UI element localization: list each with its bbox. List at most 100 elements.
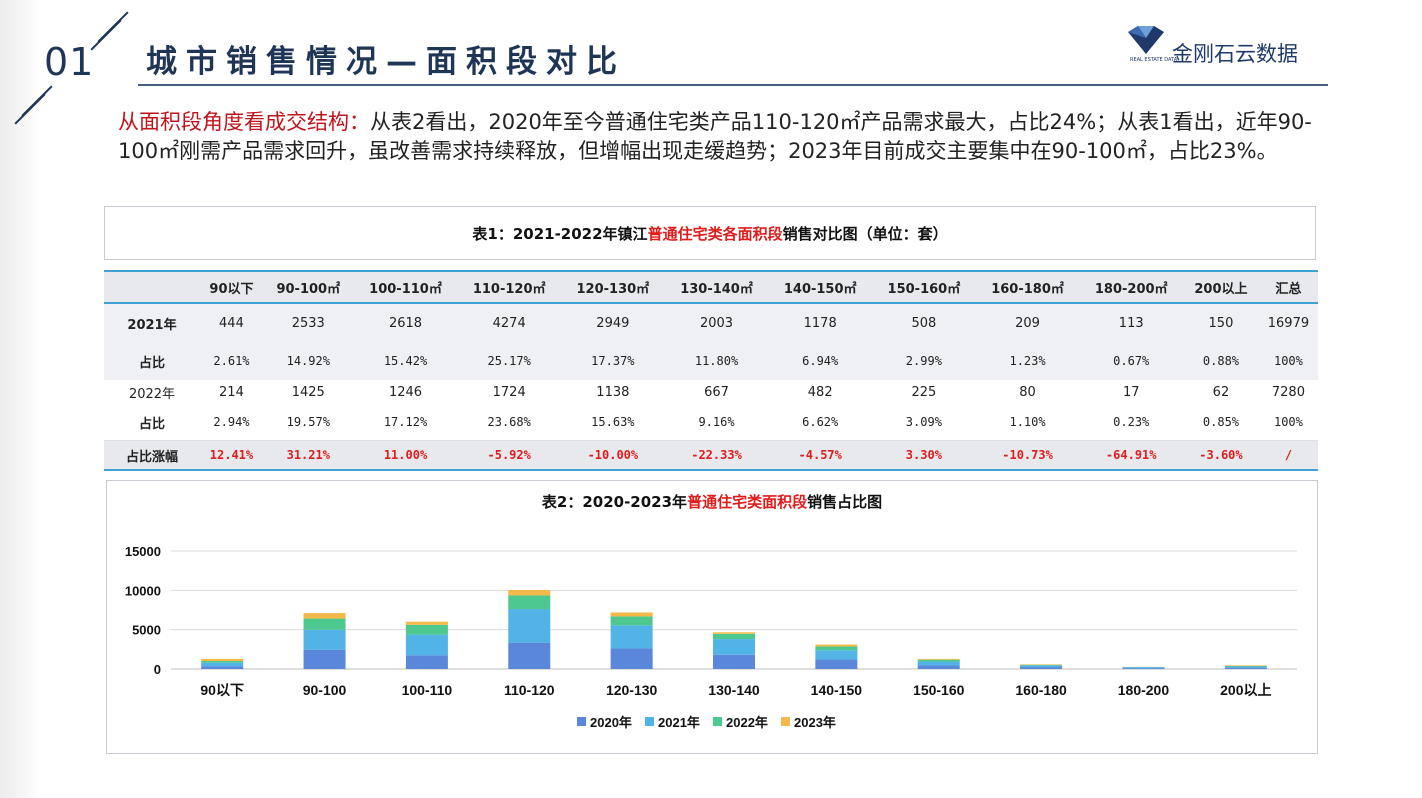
bar-segment: [405, 655, 448, 669]
table-cell: 17.37%: [561, 342, 665, 380]
legend-swatch: [713, 717, 722, 726]
table-cell: 0.85%: [1183, 404, 1259, 441]
x-tick-label: 90以下: [200, 682, 244, 698]
table-cell: 225: [872, 380, 976, 404]
table-cell: 1.10%: [975, 404, 1080, 441]
chart-title: 表2：2020-2023年普通住宅类面积段销售占比图: [107, 491, 1317, 512]
bar-segment: [713, 654, 755, 669]
bar-segment: [917, 658, 960, 660]
table-cell: 16979: [1258, 303, 1318, 342]
bar-segment: [1020, 664, 1063, 666]
bar-segment: [713, 633, 755, 640]
table-header-cell: 90以下: [200, 271, 263, 304]
table-cell: 444: [200, 303, 263, 342]
x-tick-label: 90-100: [303, 682, 347, 698]
table-cell: 100%: [1258, 404, 1318, 441]
bar-segment: [610, 648, 653, 669]
table-header-cell: 90-100㎡: [262, 271, 354, 304]
table-cell: 15.63%: [561, 404, 665, 441]
legend-swatch: [781, 717, 790, 726]
x-tick-label: 120-130: [606, 682, 658, 698]
bar-segment: [1224, 665, 1267, 666]
legend-swatch: [577, 717, 586, 726]
table-cell: -5.92%: [457, 440, 562, 470]
table-cell: 12.41%: [200, 440, 263, 470]
bar-segment: [713, 639, 755, 655]
table-header-cell: 110-120㎡: [457, 271, 562, 304]
y-tick-label: 10000: [125, 583, 161, 598]
table-header-cell: 160-180㎡: [975, 271, 1080, 304]
page-title: 城市销售情况—面积段对比: [146, 44, 626, 80]
bar-segment: [713, 632, 755, 634]
row-label: 占比: [104, 404, 200, 441]
y-tick-label: 15000: [125, 544, 161, 559]
table-cell: 9.16%: [664, 404, 769, 441]
bar-segment: [405, 624, 448, 635]
table-cell: /: [1258, 440, 1318, 470]
bar-segment: [508, 589, 551, 596]
table-row: 占比 2.94% 19.57% 17.12% 23.68% 15.63% 9.1…: [104, 404, 1318, 441]
bar-segment: [1020, 665, 1063, 668]
row-label: 2021年: [104, 303, 200, 342]
logo-subtext: REAL ESTATE DATA: [1130, 57, 1178, 63]
bar-segment: [610, 625, 653, 649]
table-cell: -4.57%: [768, 440, 873, 470]
bar-segment: [1224, 666, 1267, 668]
bar-segment: [201, 666, 244, 669]
table-cell: 7280: [1258, 380, 1318, 404]
left-shade: [0, 0, 40, 798]
table-cell: 4274: [457, 303, 562, 342]
table-cell: 62: [1183, 380, 1259, 404]
chart-title-pre: 表2：2020-2023年: [541, 493, 688, 511]
table-cell: 1724: [457, 380, 562, 404]
bar-segment: [508, 609, 551, 643]
legend-label: 2021年: [658, 715, 700, 730]
bar-segment: [917, 665, 960, 669]
legend-label: 2022年: [726, 715, 768, 730]
table-cell: 3.09%: [872, 404, 976, 441]
bar-segment: [815, 644, 858, 647]
bar-segment: [405, 621, 448, 625]
table-cell: 113: [1079, 303, 1184, 342]
bar-segment: [815, 650, 858, 660]
table-cell: 2.61%: [200, 342, 263, 380]
table-cell: -10.73%: [975, 440, 1080, 470]
table1-caption-pre: 表1：2021-2022年镇江: [472, 224, 648, 243]
bar-segment: [815, 646, 858, 651]
table1-caption: 表1：2021-2022年镇江 普通住宅类各面积段 销售对比图（单位：套）: [104, 206, 1316, 260]
bar-segment: [815, 659, 858, 669]
table-cell: 3.30%: [872, 440, 976, 470]
table-cell: 6.62%: [768, 404, 873, 441]
table-cell: 17: [1079, 380, 1184, 404]
legend-swatch: [645, 717, 654, 726]
table-cell: 0.88%: [1183, 342, 1259, 380]
table-cell: 1246: [353, 380, 458, 404]
table-cell: 19.57%: [262, 404, 354, 441]
table-row: 2021年 444 2533 2618 4274 2949 2003 1178 …: [104, 303, 1318, 342]
bar-segment: [201, 662, 244, 667]
table-cell: 23.68%: [457, 404, 562, 441]
bar-segment: [405, 634, 448, 656]
row-label: 占比: [104, 342, 200, 380]
intro-body: 从表2看出，2020年至今普通住宅类产品110-120㎡产品需求最大，占比24%…: [118, 110, 1312, 163]
table-cell: 2618: [353, 303, 458, 342]
table-header-cell: 120-130㎡: [561, 271, 665, 304]
bar-segment: [508, 642, 551, 669]
table-cell: 2533: [262, 303, 354, 342]
table-cell: 31.21%: [262, 440, 354, 470]
intro-highlight: 从面积段角度看成交结构：: [118, 110, 370, 134]
x-tick-label: 100-110: [402, 682, 453, 698]
y-tick-label: 5000: [132, 623, 161, 638]
bar-segment: [610, 616, 653, 626]
table-header-cell: 180-200㎡: [1079, 271, 1184, 304]
chart-panel: 表2：2020-2023年普通住宅类面积段销售占比图 0 5000 10000 150…: [106, 480, 1318, 754]
bar-segment: [1020, 667, 1063, 669]
x-tick-label: 130-140: [708, 682, 760, 698]
table-header-row: 90以下 90-100㎡ 100-110㎡ 110-120㎡ 120-130㎡ …: [104, 271, 1318, 304]
x-tick-label: 160-180: [1015, 682, 1067, 698]
table-cell: -10.00%: [561, 440, 665, 470]
table-header-cell: [104, 271, 200, 304]
x-tick-label: 110-120: [504, 682, 555, 698]
table-cell: 100%: [1258, 342, 1318, 380]
table-cell: -22.33%: [664, 440, 769, 470]
